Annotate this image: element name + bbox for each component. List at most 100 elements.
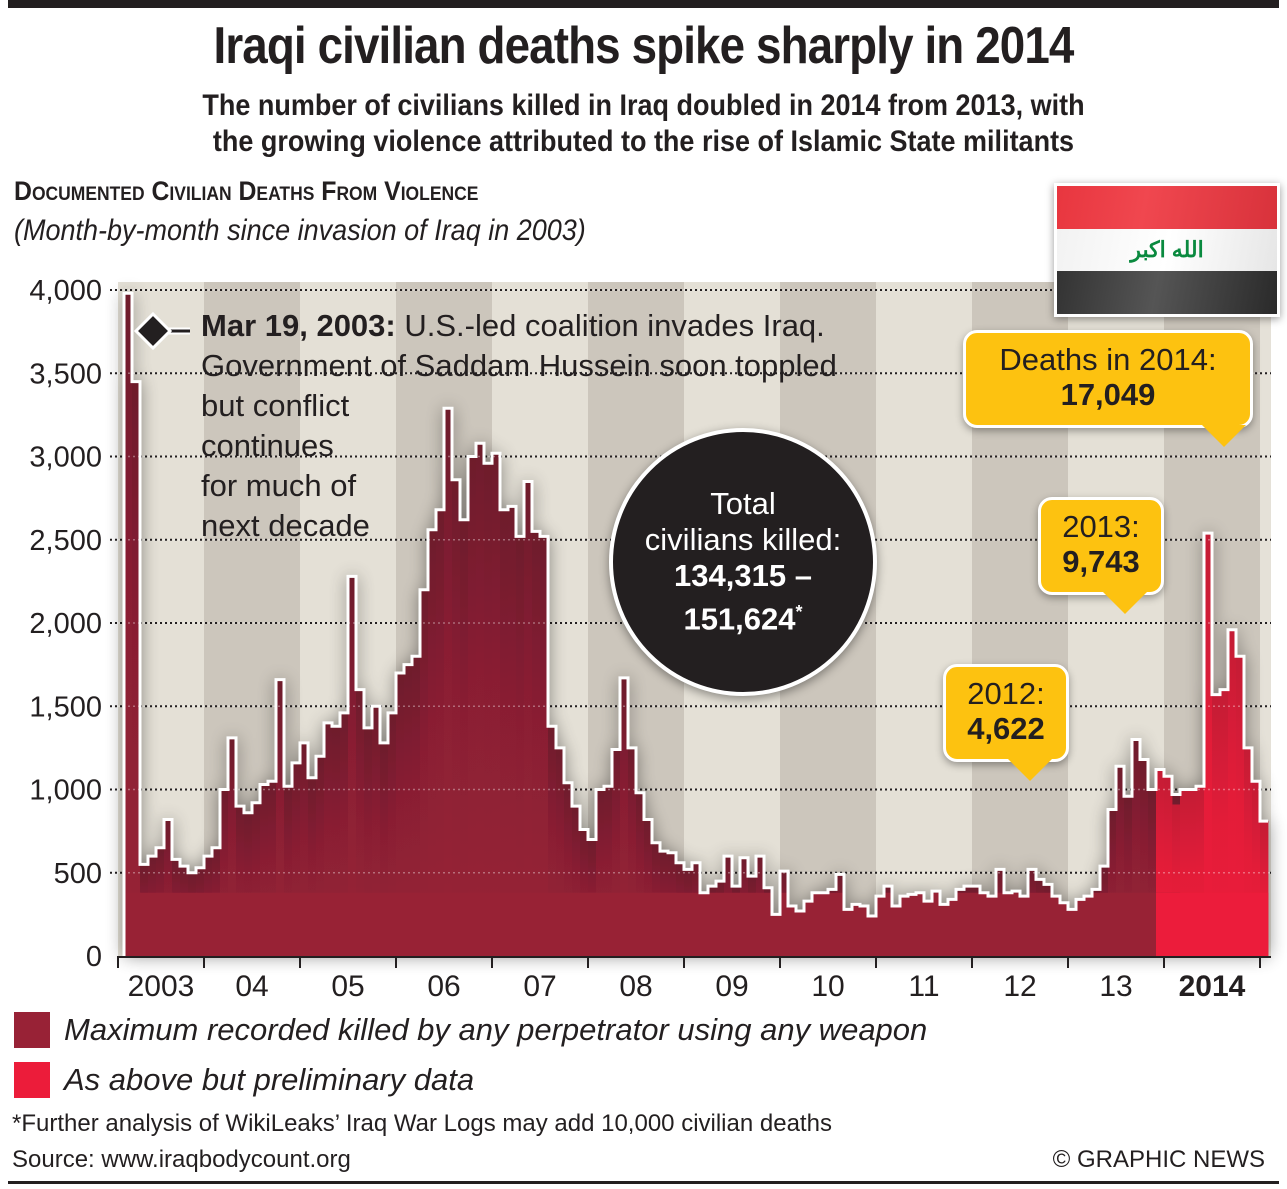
chart-subheading: (Month-by-month since invasion of Iraq i… (14, 214, 586, 247)
bar-base (452, 892, 461, 956)
bar-confirmed (644, 819, 653, 956)
bar-base (628, 892, 637, 956)
bar-base (876, 896, 885, 956)
bar-base (172, 892, 181, 956)
bar-base (1036, 892, 1045, 956)
bar-preliminary (1228, 629, 1237, 956)
bar-confirmed (492, 453, 501, 956)
y-tick-label: 4,000 (29, 275, 102, 307)
bar-base (132, 892, 141, 956)
bar-base (732, 892, 741, 956)
flag-inscription: الله اكبر (1130, 236, 1204, 262)
annotation-line-4: continues (201, 428, 334, 463)
footnote-mark: * (795, 602, 803, 623)
x-tick-label: 08 (619, 970, 652, 1003)
bar-confirmed (388, 712, 397, 956)
y-tick-label: 0 (86, 941, 102, 973)
callout-2013-label: 2013: (1062, 509, 1140, 544)
bar-base (1116, 892, 1125, 956)
bar-base (396, 892, 405, 956)
callout-2012: 2012: 4,622 (943, 664, 1069, 781)
bar-base (692, 892, 701, 956)
total-value-line-2: 151,624* (613, 594, 873, 637)
bar-confirmed (364, 727, 373, 956)
bar-base (1076, 899, 1085, 956)
bar-base (444, 892, 453, 956)
total-value-line-1: 134,315 – (674, 558, 812, 594)
callout-2014-value: 17,049 (1060, 377, 1156, 412)
x-tick-label: 11 (908, 970, 939, 1003)
x-tick-label: 2003 (128, 970, 195, 1003)
bar-confirmed (620, 677, 629, 956)
flag-red-stripe (1057, 186, 1277, 229)
bar-confirmed (292, 762, 301, 956)
bar-confirmed (316, 756, 325, 956)
bar-confirmed (380, 742, 389, 956)
callout-2012-pointer (1008, 759, 1052, 781)
bar-confirmed (412, 656, 421, 956)
y-tick-label: 2,500 (29, 525, 102, 557)
bar-base (1204, 892, 1213, 956)
bar-base (660, 892, 669, 956)
bar-preliminary (1196, 786, 1205, 956)
legend-item-confirmed: Maximum recorded killed by any perpetrat… (14, 1012, 927, 1048)
bar-base (620, 892, 629, 956)
callout-2013-pointer (1103, 592, 1147, 614)
credit: © GRAPHIC NEWS (1052, 1146, 1265, 1173)
bar-base (148, 892, 157, 956)
x-tick-label: 07 (523, 970, 556, 1003)
bar-base (780, 892, 789, 956)
footnote: *Further analysis of WikiLeaks’ Iraq War… (12, 1110, 832, 1137)
bar-confirmed (340, 712, 349, 956)
total-label-line-1: Total (710, 486, 776, 522)
bar-base (604, 892, 613, 956)
bar-base (1196, 892, 1205, 956)
bar-base (1084, 896, 1093, 956)
bar-confirmed (636, 792, 645, 956)
y-tick-label: 1,000 (29, 775, 102, 807)
bars (124, 293, 1269, 957)
source: Source: www.iraqbodycount.org (12, 1146, 351, 1173)
bar-base (884, 892, 893, 956)
bar-base (900, 896, 909, 956)
bar-base (764, 892, 773, 956)
bar-confirmed (220, 789, 229, 956)
x-tick-label: 06 (427, 970, 460, 1003)
x-tick-label: 12 (1003, 970, 1036, 1003)
bar-confirmed (308, 777, 317, 957)
bar-confirmed (516, 536, 525, 956)
bar-base (668, 892, 677, 956)
bar-base (1124, 892, 1133, 956)
bar-base (700, 892, 709, 956)
annotation-line-5: for much of (201, 468, 357, 503)
legend-swatch-preliminary (14, 1062, 50, 1098)
bar-base (892, 906, 901, 956)
total-label-line-2: civilians killed: (644, 522, 842, 558)
chart-heading: Documented Civilian Deaths From Violence (14, 176, 479, 206)
callout-2014-label: Deaths in 2014: (999, 342, 1217, 377)
bar-base (980, 892, 989, 956)
bar-confirmed (356, 689, 365, 956)
legend-label-confirmed: Maximum recorded killed by any perpetrat… (64, 1012, 928, 1047)
bar-base (300, 892, 309, 956)
bar-confirmed (524, 481, 533, 956)
bar-base (1052, 896, 1061, 956)
bar-confirmed (252, 802, 261, 956)
bar-base (1180, 892, 1189, 956)
bar-base (484, 892, 493, 956)
bar-base (372, 892, 381, 956)
legend-item-preliminary: As above but preliminary data (14, 1062, 474, 1098)
annotation-line-6: next decade (201, 508, 370, 543)
bar-confirmed (124, 293, 133, 957)
bar-base (556, 892, 565, 956)
subtitle-line-1: The number of civilians killed in Iraq d… (202, 89, 1085, 122)
bar-base (756, 892, 765, 956)
bar-base (460, 892, 469, 956)
bar-base (1260, 892, 1269, 956)
bar-base (356, 892, 365, 956)
bar-base (1148, 892, 1157, 956)
x-tick-label: 10 (811, 970, 844, 1003)
bar-base (580, 892, 589, 956)
bar-confirmed (1116, 766, 1125, 956)
bar-base (940, 904, 949, 956)
